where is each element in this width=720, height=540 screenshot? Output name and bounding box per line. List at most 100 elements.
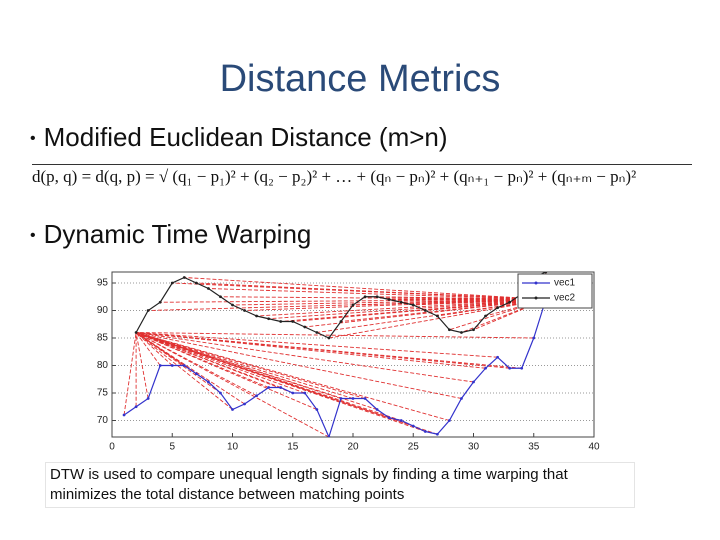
legend-box — [517, 273, 593, 309]
point — [508, 300, 512, 304]
point — [460, 331, 463, 334]
point — [291, 391, 295, 395]
point — [532, 336, 536, 340]
bullet-text: Modified Euclidean Distance (m>n) — [43, 122, 448, 152]
point — [267, 386, 271, 389]
point — [472, 380, 475, 384]
point — [303, 325, 307, 329]
point — [122, 413, 126, 417]
bullet: • Dynamic Time Warping — [30, 219, 312, 249]
point — [508, 366, 512, 370]
point — [387, 416, 391, 420]
warp-link — [135, 332, 185, 366]
y-tick-label: 80 — [97, 360, 109, 371]
warp-link — [232, 299, 546, 306]
point — [134, 331, 138, 334]
point — [544, 272, 548, 274]
x-tick-label: 10 — [227, 442, 239, 453]
point — [158, 364, 162, 367]
y-tick-label: 90 — [97, 305, 109, 316]
point — [339, 320, 343, 323]
point — [194, 372, 198, 376]
point — [279, 320, 283, 323]
point — [435, 432, 439, 436]
warp-link — [256, 299, 546, 317]
warp-link — [136, 332, 522, 369]
point — [146, 309, 150, 312]
warp-link — [148, 299, 546, 311]
warp-link — [208, 288, 546, 300]
warp-link — [485, 299, 546, 317]
point — [303, 391, 307, 395]
point — [363, 295, 367, 299]
point — [460, 397, 463, 400]
warp-link — [136, 332, 498, 358]
point — [315, 408, 319, 411]
x-tick-label: 5 — [169, 442, 175, 453]
x-tick-label: 30 — [468, 442, 480, 453]
warp-link — [135, 332, 402, 421]
point — [375, 295, 379, 299]
point — [207, 380, 210, 384]
warp-link — [449, 299, 546, 331]
caption: DTW is used to compare unequal length si… — [45, 462, 635, 508]
point — [158, 300, 162, 304]
legend-marker — [534, 281, 538, 285]
point — [411, 303, 415, 307]
warp-link — [135, 332, 173, 366]
warp-link — [340, 299, 546, 322]
point — [315, 331, 319, 334]
point — [448, 419, 451, 422]
warp-link — [135, 332, 149, 399]
warp-link — [136, 332, 462, 399]
warp-link — [135, 332, 390, 419]
point — [496, 355, 499, 359]
warp-link — [328, 299, 546, 339]
point — [411, 424, 415, 428]
y-tick-label: 75 — [97, 388, 109, 399]
point — [423, 309, 427, 312]
point — [243, 402, 246, 406]
y-tick-label: 95 — [97, 278, 109, 289]
warp-link — [280, 299, 546, 322]
warp-link — [135, 332, 378, 410]
y-tick-label: 85 — [97, 333, 109, 344]
y-tick-label: 70 — [97, 415, 109, 426]
point — [267, 317, 271, 321]
point — [219, 295, 222, 299]
series-line — [123, 299, 547, 437]
warp-link — [268, 299, 546, 320]
point — [387, 298, 391, 301]
x-tick-label: 40 — [588, 442, 600, 453]
warp-link — [135, 332, 257, 397]
point — [484, 366, 487, 370]
point — [448, 328, 451, 332]
point — [363, 397, 367, 400]
point — [435, 314, 439, 318]
point — [170, 281, 174, 285]
bullet: • Modified Euclidean Distance (m>n) — [30, 122, 448, 152]
point — [291, 320, 295, 323]
point — [255, 394, 258, 398]
point — [182, 276, 186, 279]
legend-label: vec1 — [554, 278, 576, 289]
point — [496, 306, 499, 310]
point — [279, 386, 283, 389]
x-tick-label: 20 — [347, 442, 359, 453]
point — [472, 328, 475, 332]
slide-title: Distance Metrics — [219, 58, 501, 100]
point — [231, 303, 234, 307]
point — [423, 430, 427, 433]
point — [399, 419, 403, 422]
warp-link — [184, 277, 546, 300]
point — [484, 314, 487, 318]
x-tick-label: 35 — [528, 442, 540, 453]
warp-link — [135, 332, 281, 388]
point — [351, 303, 355, 307]
x-tick-label: 15 — [287, 442, 299, 453]
bullet-text: Dynamic Time Warping — [43, 219, 312, 249]
plot-area — [112, 272, 594, 437]
warp-link — [160, 299, 546, 303]
